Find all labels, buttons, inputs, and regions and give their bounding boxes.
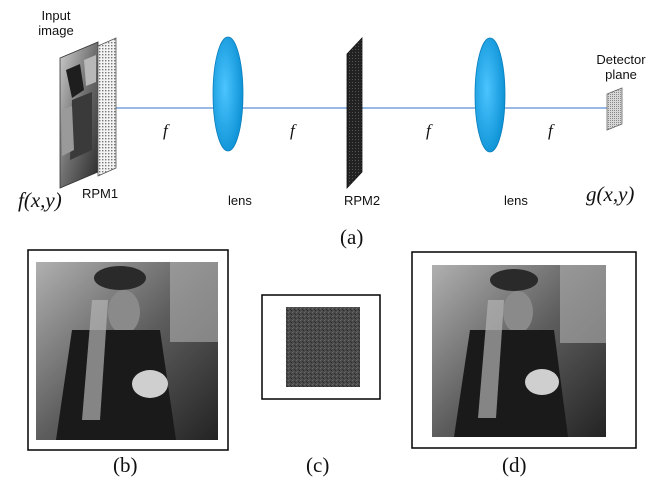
- panel-d-image: [432, 265, 606, 437]
- detector-plane-label: Detector plane: [596, 52, 646, 82]
- panel-c-noise-image: [286, 307, 360, 387]
- input-function-label: f(x,y): [18, 188, 62, 212]
- input-image-icon: [59, 41, 99, 189]
- panel-b-image: [36, 262, 218, 440]
- focal-length-label-3: f: [426, 121, 431, 140]
- lens-2-label: lens: [504, 193, 528, 208]
- caption-d: (d): [502, 453, 527, 477]
- rpm1-label: RPM1: [82, 186, 119, 201]
- panel-d-frame: [411, 251, 637, 449]
- caption-b: (b): [113, 453, 138, 477]
- detector-icon: [606, 87, 623, 131]
- input-image-label: Input image: [38, 8, 74, 38]
- rpm2-icon: [346, 36, 363, 190]
- lens-1-label: lens: [228, 193, 252, 208]
- focal-length-label-1: f: [163, 121, 168, 140]
- output-function-label: g(x,y): [586, 182, 635, 206]
- panel-b-frame: [27, 249, 229, 451]
- caption-a: (a): [340, 225, 364, 249]
- focal-length-label-2: f: [290, 121, 295, 140]
- rpm1-icon: [97, 37, 117, 177]
- panel-c-frame: [261, 294, 381, 400]
- lens-1-icon: [212, 36, 244, 152]
- caption-c: (c): [306, 453, 330, 477]
- lens-2-icon: [474, 37, 506, 153]
- rpm2-label: RPM2: [344, 193, 381, 208]
- focal-length-label-4: f: [548, 121, 553, 140]
